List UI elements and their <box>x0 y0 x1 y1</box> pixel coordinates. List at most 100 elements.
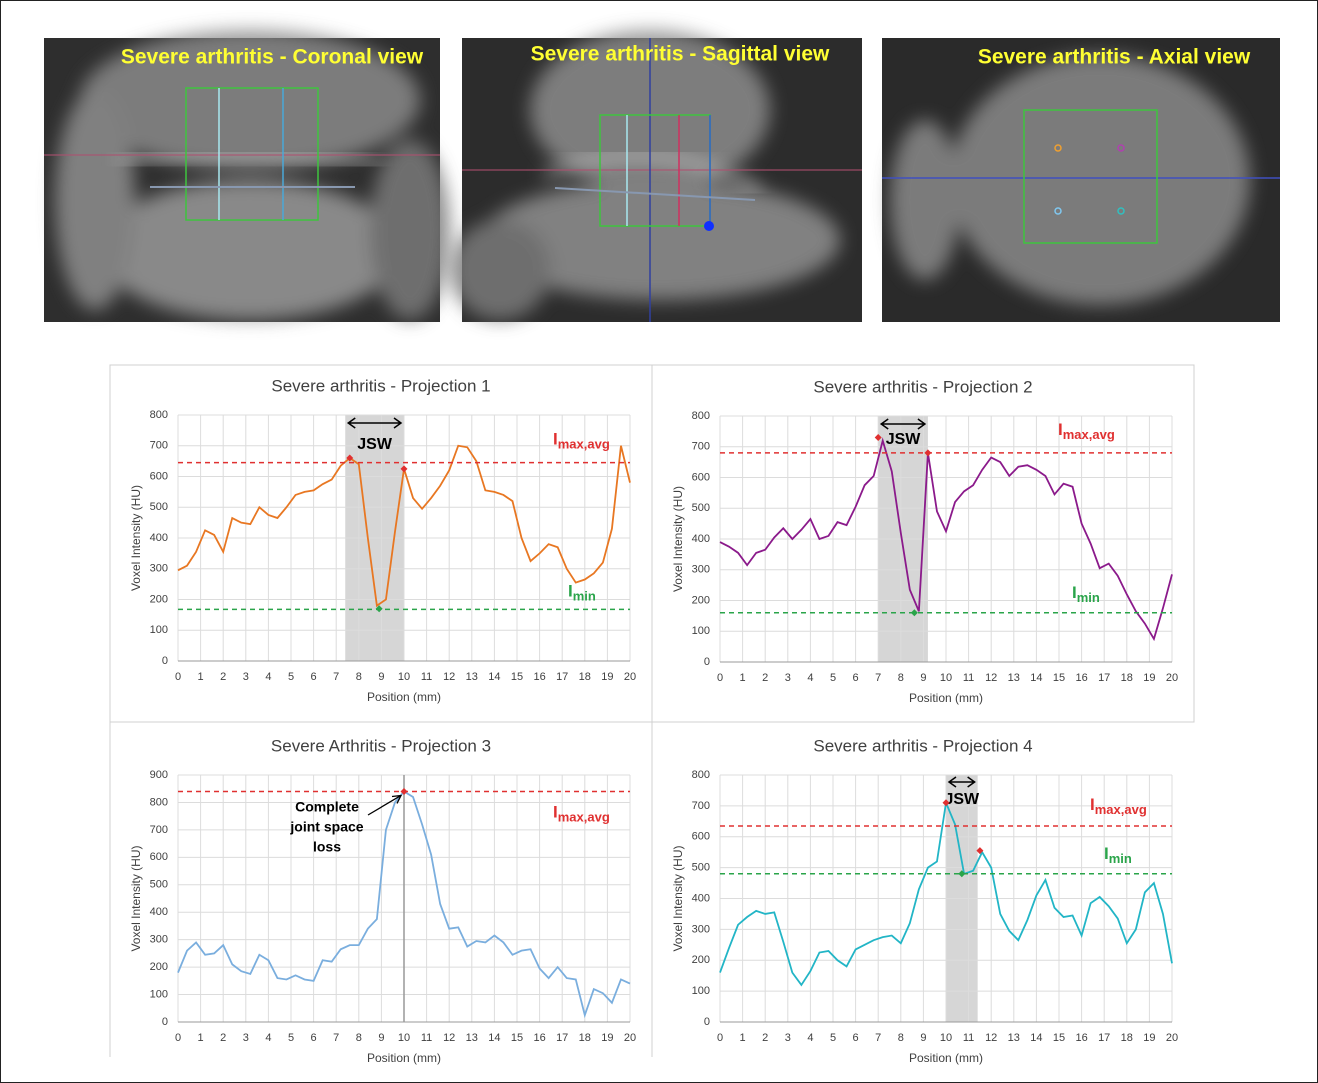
x-tick-label: 2 <box>220 1032 226 1044</box>
jsw-label: JSW <box>357 436 393 453</box>
x-tick-label: 3 <box>785 1032 791 1044</box>
x-tick-label: 17 <box>1098 1032 1110 1044</box>
image-caption: Severe arthritis - Sagittal view <box>531 43 830 66</box>
y-tick-label: 800 <box>692 410 710 422</box>
y-tick-label: 700 <box>692 800 710 812</box>
marker <box>375 605 383 613</box>
x-tick-label: 1 <box>198 1032 204 1044</box>
x-tick-label: 7 <box>875 672 881 684</box>
x-tick-label: 5 <box>830 672 836 684</box>
x-axis-label: Position (mm) <box>367 1051 441 1065</box>
image-caption: Severe arthritis - Coronal view <box>121 46 424 69</box>
x-tick-label: 8 <box>898 1032 904 1044</box>
x-tick-label: 14 <box>488 1032 500 1044</box>
x-tick-label: 7 <box>875 1032 881 1044</box>
x-tick-label: 0 <box>175 671 181 683</box>
x-tick-label: 11 <box>421 671 432 683</box>
x-tick-label: 4 <box>265 671 271 683</box>
x-tick-label: 20 <box>1166 672 1178 684</box>
x-tick-label: 1 <box>740 672 746 684</box>
x-tick-label: 10 <box>940 672 952 684</box>
y-tick-label: 0 <box>162 1016 168 1028</box>
x-tick-label: 16 <box>1075 672 1087 684</box>
x-tick-label: 8 <box>356 671 362 683</box>
x-tick-label: 6 <box>311 671 317 683</box>
marker <box>924 449 932 457</box>
y-tick-label: 400 <box>692 892 710 904</box>
y-tick-label: 400 <box>150 906 168 918</box>
x-tick-label: 20 <box>624 1032 636 1044</box>
x-tick-label: 6 <box>853 672 859 684</box>
x-tick-label: 9 <box>378 1032 384 1044</box>
x-axis-label: Position (mm) <box>909 691 983 705</box>
jsw-label: JSW <box>886 431 922 448</box>
x-tick-label: 2 <box>220 671 226 683</box>
chart-title: Severe arthritis - Projection 2 <box>813 377 1032 396</box>
x-tick-label: 9 <box>920 1032 926 1044</box>
x-tick-label: 1 <box>740 1032 746 1044</box>
x-tick-label: 4 <box>807 1032 813 1044</box>
ref-label-sub: max,avg <box>558 810 610 825</box>
x-tick-label: 16 <box>1075 1032 1087 1044</box>
ref-line-label: Imax,avg <box>553 430 610 452</box>
y-tick-label: 800 <box>150 796 168 808</box>
x-tick-label: 19 <box>1143 672 1155 684</box>
y-tick-label: 600 <box>150 851 168 863</box>
x-tick-label: 3 <box>243 1032 249 1044</box>
x-tick-label: 5 <box>288 671 294 683</box>
x-tick-label: 8 <box>356 1032 362 1044</box>
ref-label-main: I <box>553 430 558 449</box>
x-tick-label: 11 <box>421 1032 432 1044</box>
x-tick-label: 14 <box>1030 672 1042 684</box>
y-axis-label: Voxel Intensity (HU) <box>129 485 143 591</box>
ref-label-main: I <box>1090 795 1095 814</box>
y-tick-label: 600 <box>692 471 710 483</box>
x-tick-label: 12 <box>985 672 997 684</box>
x-tick-label: 19 <box>1143 1032 1155 1044</box>
x-tick-label: 14 <box>1030 1032 1042 1044</box>
marker <box>976 847 984 855</box>
ct-sagittal <box>450 30 862 322</box>
x-tick-label: 7 <box>333 1032 339 1044</box>
x-tick-label: 9 <box>920 672 926 684</box>
ref-label-main: I <box>568 582 573 601</box>
x-tick-label: 12 <box>985 1032 997 1044</box>
x-tick-label: 15 <box>511 671 523 683</box>
ref-line-label: Imax,avg <box>1090 795 1147 817</box>
x-tick-label: 18 <box>1121 672 1133 684</box>
x-tick-label: 0 <box>717 672 723 684</box>
y-axis-label: Voxel Intensity (HU) <box>129 845 143 951</box>
y-tick-label: 100 <box>150 988 168 1000</box>
y-tick-label: 500 <box>692 862 710 874</box>
y-tick-label: 700 <box>150 440 168 452</box>
ref-label-main: I <box>1072 583 1077 602</box>
x-tick-label: 15 <box>1053 672 1065 684</box>
chart-frames <box>109 364 1195 1057</box>
x-tick-label: 18 <box>579 671 591 683</box>
y-tick-label: 200 <box>692 594 710 606</box>
y-tick-label: 300 <box>692 564 710 576</box>
marker <box>874 434 882 442</box>
x-axis-label: Position (mm) <box>909 1051 983 1065</box>
x-tick-label: 4 <box>265 1032 271 1044</box>
x-tick-label: 6 <box>853 1032 859 1044</box>
y-tick-label: 700 <box>150 824 168 836</box>
x-tick-label: 16 <box>533 671 545 683</box>
y-tick-label: 500 <box>150 501 168 513</box>
ref-line-label: Imax,avg <box>553 803 610 825</box>
x-tick-label: 19 <box>601 671 613 683</box>
x-tick-label: 12 <box>443 671 455 683</box>
y-tick-label: 100 <box>692 625 710 637</box>
ref-label-sub: max,avg <box>1063 427 1115 442</box>
ref-label-main: I <box>553 803 558 822</box>
y-tick-label: 100 <box>692 985 710 997</box>
x-tick-label: 11 <box>963 672 974 684</box>
x-tick-label: 13 <box>1008 672 1020 684</box>
x-tick-label: 1 <box>198 671 204 683</box>
y-tick-label: 0 <box>704 656 710 668</box>
ref-label-sub: max,avg <box>558 437 610 452</box>
x-tick-label: 8 <box>898 672 904 684</box>
x-tick-label: 16 <box>533 1032 545 1044</box>
y-tick-label: 400 <box>692 533 710 545</box>
image-caption: Severe arthritis - Axial view <box>978 46 1251 69</box>
